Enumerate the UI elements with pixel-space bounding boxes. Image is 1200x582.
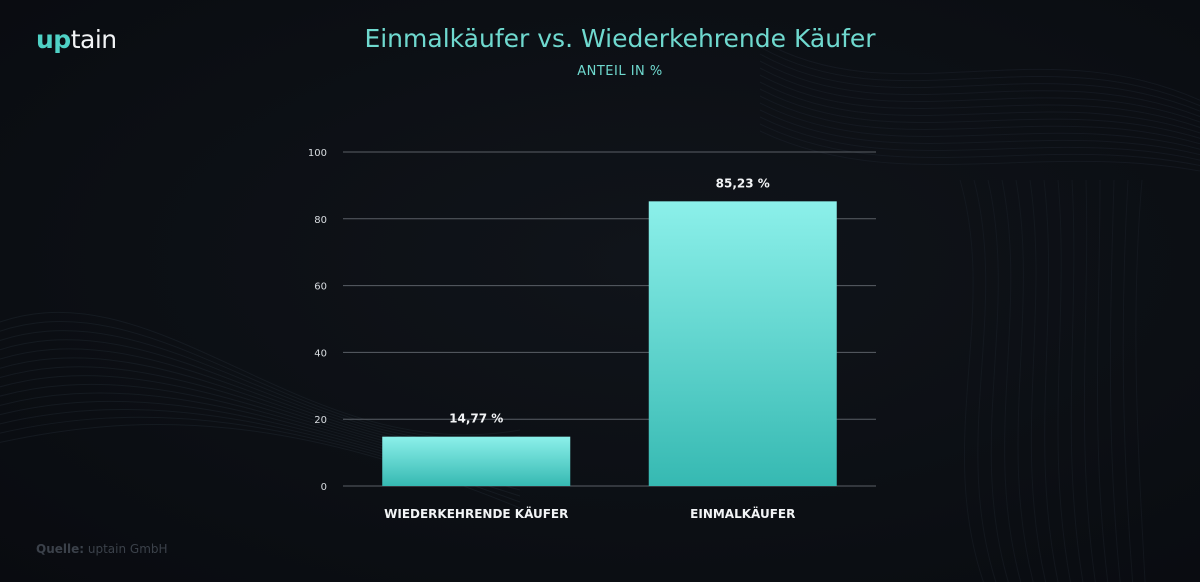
- bar: [648, 201, 837, 487]
- wave-line: [759, 74, 1200, 129]
- wave-line: [1043, 179, 1059, 582]
- wave-line: [973, 179, 997, 582]
- wave-line: [1109, 179, 1121, 582]
- x-axis-category-labels: WIEDERKEHRENDE KÄUFER EINMALKÄUFER: [384, 506, 795, 521]
- wave-line: [1097, 179, 1109, 582]
- logo-tain: tain: [70, 25, 117, 54]
- chart-title: Einmalkäufer vs. Wiederkehrende Käufer: [364, 24, 876, 53]
- wave-line: [1135, 179, 1146, 582]
- wave-line: [1029, 179, 1047, 582]
- wave-line: [0, 321, 521, 440]
- wave-line: [759, 81, 1200, 134]
- wave-line: [1083, 179, 1096, 582]
- wave-line: [959, 179, 984, 582]
- y-axis-tick-labels: 0 20 40 60 80 100: [308, 148, 327, 493]
- wave-line: [759, 102, 1200, 150]
- bar: [382, 436, 571, 486]
- wave-line: [759, 53, 1200, 112]
- wave-line: [759, 60, 1200, 118]
- wave-line: [759, 67, 1200, 123]
- source-text: uptain GmbH: [87, 542, 168, 556]
- y-tick-label: 0: [321, 482, 327, 493]
- wave-line: [759, 95, 1200, 145]
- x-category-label: WIEDERKEHRENDE KÄUFER: [384, 506, 568, 521]
- source-note: Quelle: uptain GmbH: [36, 541, 168, 557]
- wave-line: [1070, 179, 1084, 582]
- wave-line: [759, 88, 1200, 139]
- chart-subtitle: ANTEIL IN %: [577, 64, 663, 79]
- wave-line: [987, 179, 1009, 582]
- value-labels: 14,77 % 85,23 %: [449, 176, 770, 425]
- x-category-label: EINMALKÄUFER: [690, 506, 795, 521]
- wave-line: [1015, 179, 1034, 582]
- source-label: Quelle:: [36, 542, 85, 556]
- bars: [382, 201, 837, 487]
- y-tick-label: 80: [314, 215, 327, 226]
- wave-line: [759, 39, 1200, 101]
- wave-line: [0, 311, 521, 436]
- bar-value-label: 14,77 %: [449, 412, 503, 426]
- wave-line: [1057, 179, 1071, 582]
- y-tick-label: 60: [314, 282, 327, 293]
- wave-line: [759, 46, 1200, 107]
- y-tick-label: 100: [308, 148, 327, 159]
- y-tick-label: 20: [314, 415, 327, 426]
- y-tick-label: 40: [314, 348, 327, 359]
- bar-value-label: 85,23 %: [716, 176, 770, 190]
- wave-line: [759, 116, 1200, 161]
- logo-up: up: [36, 25, 71, 54]
- wave-line: [1001, 179, 1022, 582]
- wave-line: [1122, 179, 1134, 582]
- uptain-logo: uptain: [36, 22, 117, 58]
- wave-line: [759, 123, 1200, 167]
- wave-line: [759, 109, 1200, 156]
